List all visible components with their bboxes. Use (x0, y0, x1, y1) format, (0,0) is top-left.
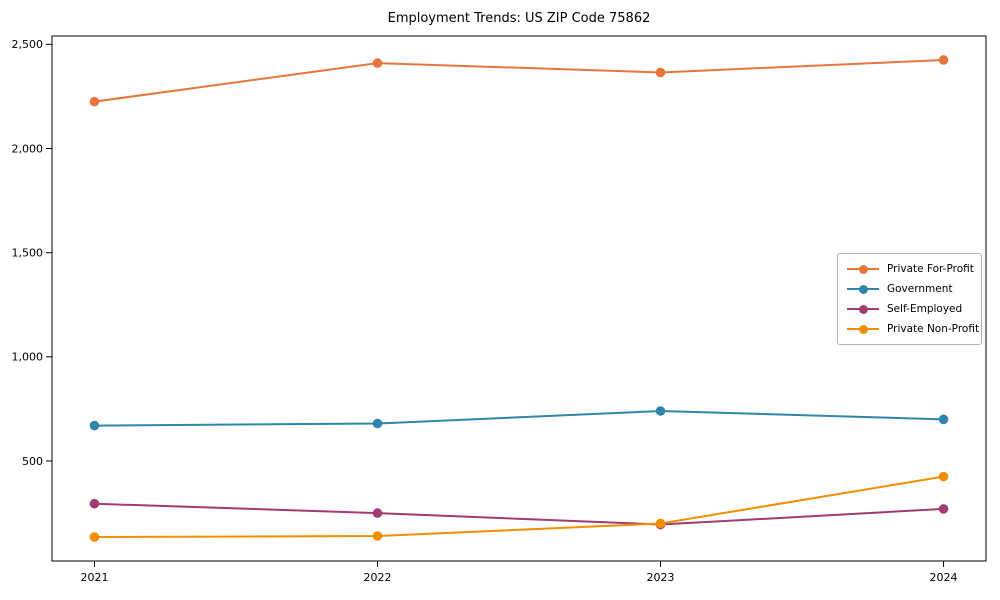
legend-line-marker-icon (847, 264, 879, 274)
data-point-government (89, 420, 100, 431)
series-line-government (94, 409, 944, 427)
legend-item-private-for-profit: Private For-Profit (847, 259, 974, 279)
legend-item-government: Government (847, 279, 972, 299)
data-point-private-for-profit (655, 67, 666, 78)
legend-marker-icon (858, 284, 868, 294)
data-point-private-non-profit (372, 531, 383, 541)
legend-marker-icon (858, 304, 868, 314)
y-tick-label: 1,500 (12, 246, 44, 259)
legend-label: Government (887, 283, 953, 295)
series-line-private-non-profit (94, 475, 944, 539)
data-point-self-employed (89, 498, 100, 509)
legend-marker-icon (858, 324, 868, 334)
legend-label: Self-Employed (887, 303, 963, 315)
data-point-self-employed (372, 508, 383, 518)
data-point-private-for-profit (938, 55, 949, 65)
legend-line-marker-icon (847, 324, 879, 334)
x-tick-label: 2024 (930, 571, 958, 584)
data-point-private-non-profit (938, 471, 949, 482)
legend-item-self-employed: Self-Employed (847, 299, 972, 319)
chart-title: Employment Trends: US ZIP Code 75862 (387, 11, 651, 26)
legend-line-marker-icon (847, 284, 879, 294)
data-point-private-for-profit (89, 96, 100, 107)
data-point-government (655, 406, 666, 416)
legend-marker-icon (858, 264, 868, 274)
x-tick-label: 2021 (80, 571, 108, 584)
legend-line-marker-icon (847, 304, 879, 314)
y-tick-label: 2,000 (12, 142, 44, 155)
y-tick-label: 1,000 (12, 351, 44, 364)
data-point-private-non-profit (89, 532, 100, 542)
series-line-private-for-profit (94, 58, 944, 103)
series-line-self-employed (94, 502, 944, 526)
plot-frame (51, 35, 987, 562)
data-point-private-for-profit (372, 58, 383, 68)
data-point-self-employed (938, 504, 949, 514)
y-tick-label: 500 (22, 455, 43, 468)
legend-label: Private Non-Profit (887, 323, 980, 335)
x-tick-label: 2022 (363, 571, 391, 584)
data-point-government (938, 414, 949, 425)
legend-label: Private For-Profit (887, 263, 974, 275)
legend: Private For-Profit Government Self-Emplo… (837, 253, 982, 345)
legend-item-private-non-profit: Private Non-Profit (847, 319, 979, 339)
y-tick-label: 2,500 (12, 38, 44, 51)
x-tick-label: 2023 (647, 571, 675, 584)
data-point-government (372, 418, 383, 429)
data-point-private-non-profit (655, 518, 666, 529)
